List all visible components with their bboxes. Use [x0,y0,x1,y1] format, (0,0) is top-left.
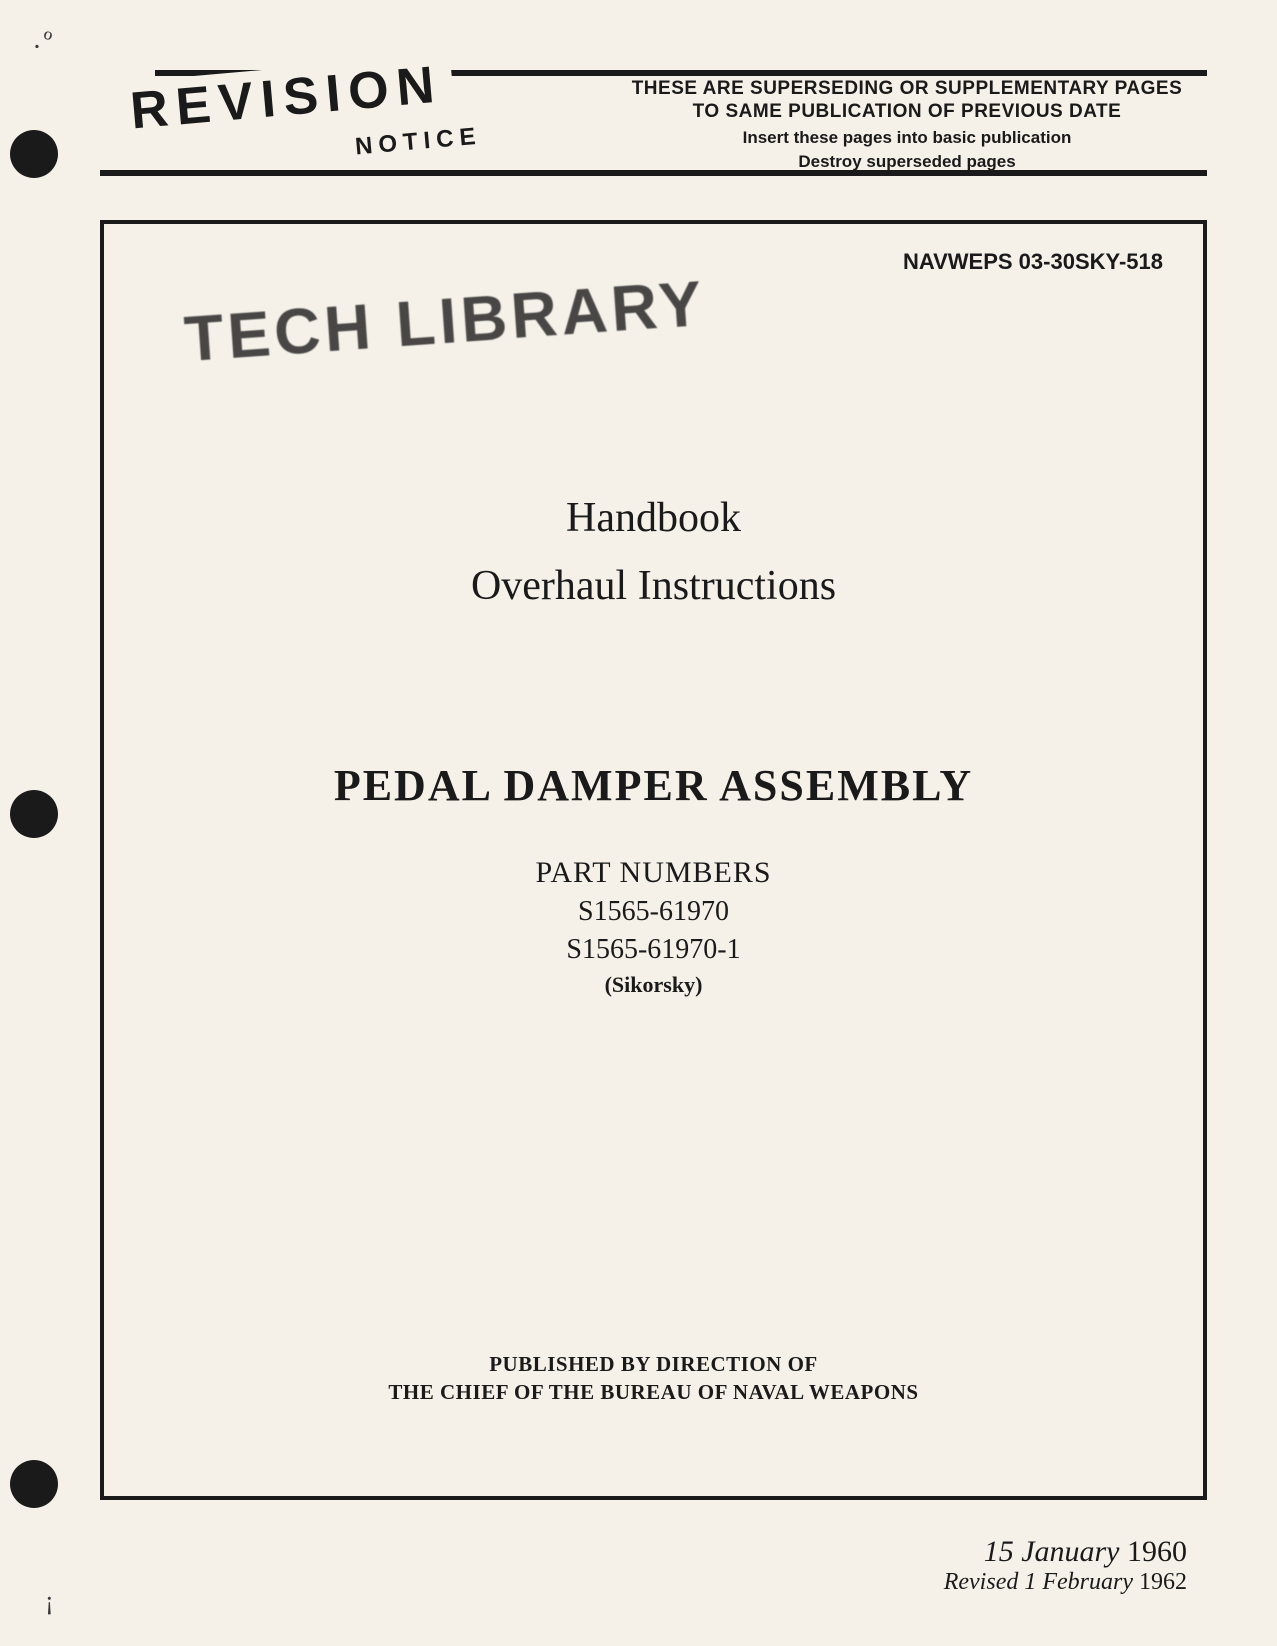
page: .º THESE ARE SUPERSEDING OR SUPPLEMENTAR… [0,0,1277,1646]
scan-artifact: .º [31,24,54,59]
supersede-block: THESE ARE SUPERSEDING OR SUPPLEMENTARY P… [627,78,1187,172]
punch-hole-icon [10,130,58,178]
published-line: PUBLISHED BY DIRECTION OF [104,1351,1203,1378]
date-revised-text: 1 February [1024,1569,1133,1595]
part-numbers-label: PART NUMBERS [164,856,1143,890]
scan-artifact: ¡ [45,1586,54,1616]
punch-hole-icon [10,1460,58,1508]
date-revised-year: 1962 [1139,1569,1187,1595]
published-line: THE CHIEF OF THE BUREAU OF NAVAL WEAPONS [104,1379,1203,1406]
handbook-section: Handbook Overhaul Instructions [164,494,1143,610]
doc-number-value: 03-30SKY-518 [1019,249,1163,274]
date-original: 15 January 1960 [944,1535,1187,1569]
overhaul-title: Overhaul Instructions [164,562,1143,610]
document-number: NAVWEPS 03-30SKY-518 [903,249,1163,275]
assembly-section: PEDAL DAMPER ASSEMBLY PART NUMBERS S1565… [164,760,1143,998]
revision-header: THESE ARE SUPERSEDING OR SUPPLEMENTARY P… [100,50,1207,190]
supersede-instruction: Insert these pages into basic publicatio… [627,128,1187,148]
published-section: PUBLISHED BY DIRECTION OF THE CHIEF OF T… [104,1351,1203,1406]
handbook-title: Handbook [164,494,1143,542]
library-stamp: TECH LIBRARY [182,266,708,376]
part-number: S1565-61970-1 [164,934,1143,966]
punch-hole-icon [10,790,58,838]
date-original-year: 1960 [1127,1535,1187,1568]
date-original-text: 15 January [984,1535,1120,1568]
part-numbers-block: PART NUMBERS S1565-61970 S1565-61970-1 (… [164,856,1143,998]
date-revised: Revised 1 February 1962 [944,1569,1187,1596]
date-section: 15 January 1960 Revised 1 February 1962 [944,1535,1187,1596]
header-rule [100,170,1207,176]
assembly-title: PEDAL DAMPER ASSEMBLY [164,760,1143,811]
manufacturer: (Sikorsky) [164,972,1143,998]
notice-label: NOTICE [344,122,493,163]
part-number: S1565-61970 [164,896,1143,928]
doc-number-prefix: NAVWEPS [903,249,1013,274]
date-revised-label: Revised [944,1569,1019,1595]
content-box: NAVWEPS 03-30SKY-518 TECH LIBRARY Handbo… [100,220,1207,1500]
supersede-title: THESE ARE SUPERSEDING OR SUPPLEMENTARY P… [627,78,1187,124]
